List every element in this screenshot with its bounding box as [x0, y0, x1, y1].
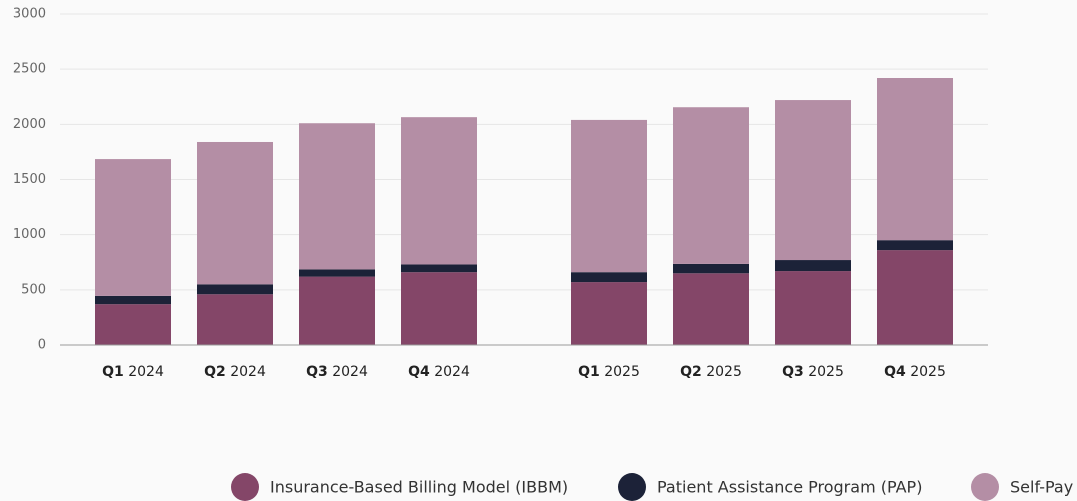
- year: 2024: [430, 364, 470, 380]
- year: 2024: [226, 364, 266, 380]
- legend-swatch: [971, 473, 999, 501]
- quarter: Q1: [102, 364, 124, 380]
- bar-segment: [673, 273, 749, 345]
- x-tick-label: Q3 2025: [782, 364, 844, 380]
- quarter: Q3: [782, 364, 804, 380]
- bar-segment: [775, 100, 851, 261]
- y-tick-label: 500: [21, 282, 46, 297]
- x-tick-label: Q1 2024: [102, 364, 164, 380]
- legend-label: Self-Pay: [1010, 478, 1073, 497]
- x-tick-label: Q1 2025: [578, 364, 640, 380]
- bar-segment: [299, 276, 375, 345]
- quarter: Q2: [680, 364, 702, 380]
- bar-segment: [95, 159, 171, 296]
- bar-segment: [571, 119, 647, 273]
- y-tick-label: 1000: [13, 227, 46, 242]
- year: 2025: [702, 364, 742, 380]
- y-tick-label: 2000: [13, 117, 46, 132]
- x-tick-label: Q3 2024: [306, 364, 368, 380]
- bar-segment: [299, 269, 375, 277]
- quarter: Q3: [306, 364, 328, 380]
- year: 2024: [328, 364, 368, 380]
- bar-segment: [877, 240, 953, 251]
- x-tick-label: Q2 2024: [204, 364, 266, 380]
- bar-segment: [95, 295, 171, 305]
- year: 2025: [600, 364, 640, 380]
- bar-segment: [95, 304, 171, 345]
- legend-label: Insurance-Based Billing Model (IBBM): [270, 478, 568, 497]
- legend-swatch: [231, 473, 259, 501]
- y-tick-label: 0: [38, 338, 46, 353]
- bar-segment: [197, 141, 273, 285]
- bar-segment: [877, 77, 953, 241]
- bar-segment: [673, 263, 749, 274]
- bar-segment: [673, 107, 749, 264]
- y-tick-label: 1500: [13, 172, 46, 187]
- year: 2025: [906, 364, 946, 380]
- quarter: Q2: [204, 364, 226, 380]
- year: 2024: [124, 364, 164, 380]
- year: 2025: [804, 364, 844, 380]
- bar-segment: [299, 123, 375, 270]
- bar-segment: [401, 117, 477, 265]
- bar-segment: [775, 260, 851, 272]
- bar-segment: [401, 264, 477, 273]
- bar-segment: [401, 272, 477, 345]
- quarter: Q4: [884, 364, 906, 380]
- bar-segment: [197, 284, 273, 295]
- legend-swatch: [618, 473, 646, 501]
- bar-segment: [197, 294, 273, 345]
- y-tick-label: 3000: [13, 7, 46, 22]
- quarter: Q1: [578, 364, 600, 380]
- quarter: Q4: [408, 364, 430, 380]
- bar-segment: [571, 272, 647, 283]
- x-tick-label: Q4 2024: [408, 364, 470, 380]
- y-tick-label: 2500: [13, 62, 46, 77]
- x-tick-label: Q4 2025: [884, 364, 946, 380]
- bar-segment: [571, 282, 647, 345]
- legend-label: Patient Assistance Program (PAP): [657, 478, 922, 497]
- x-tick-label: Q2 2025: [680, 364, 742, 380]
- bar-segment: [877, 250, 953, 345]
- bar-segment: [775, 271, 851, 345]
